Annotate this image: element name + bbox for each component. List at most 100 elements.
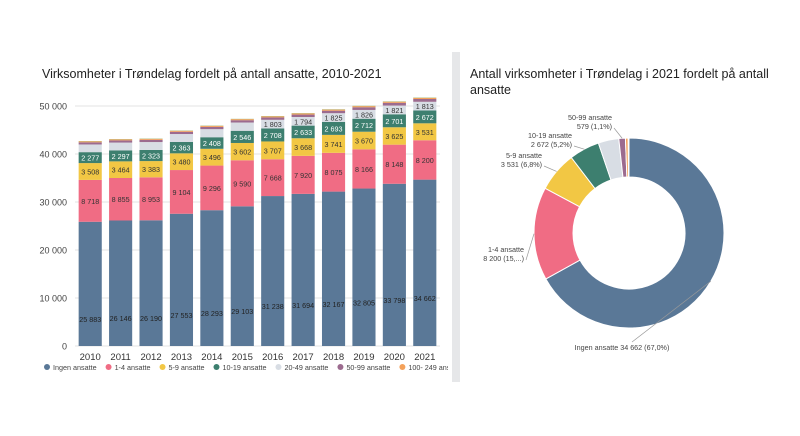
bar-segment[interactable] xyxy=(321,121,346,135)
bar-segment[interactable] xyxy=(200,126,224,130)
bar-segment[interactable] xyxy=(169,130,194,132)
bar-segment[interactable] xyxy=(321,191,346,346)
bar-segment[interactable] xyxy=(78,163,102,180)
bar-segment[interactable] xyxy=(261,196,285,346)
bar-segment[interactable] xyxy=(321,110,346,114)
legend-label[interactable]: 1-4 ansatte xyxy=(115,363,151,372)
bar-segment[interactable] xyxy=(291,155,315,194)
legend-label[interactable]: 5-9 ansatte xyxy=(169,363,205,372)
bar-segment[interactable] xyxy=(352,131,376,150)
bar-segment[interactable] xyxy=(352,149,376,189)
bar-segment[interactable] xyxy=(261,119,285,129)
bar-data-label: 3 625 xyxy=(385,132,403,141)
bar-segment[interactable] xyxy=(291,193,315,346)
legend-marker xyxy=(337,364,344,370)
bar-segment[interactable] xyxy=(291,138,315,156)
bar-segment[interactable] xyxy=(230,160,254,207)
bar-segment[interactable] xyxy=(78,221,102,346)
bar-segment[interactable] xyxy=(261,141,285,160)
bar-data-label: 2 701 xyxy=(385,117,403,126)
bar-segment[interactable] xyxy=(291,113,315,115)
bar-segment[interactable] xyxy=(169,170,194,214)
bar-segment[interactable] xyxy=(78,141,102,143)
bar-segment[interactable] xyxy=(321,113,346,122)
bar-segment[interactable] xyxy=(261,159,285,197)
legend-marker xyxy=(159,364,166,370)
bar-segment[interactable] xyxy=(139,149,163,162)
bar-chart: 0 10 000 20 000 30 000 40 000 50 000 25 883 8 7… xyxy=(39,97,526,372)
bar-segment[interactable] xyxy=(109,161,133,178)
bar-segment[interactable] xyxy=(230,142,254,161)
bar-segment[interactable] xyxy=(200,125,224,127)
bar-segment[interactable] xyxy=(291,114,315,117)
bar-segment[interactable] xyxy=(200,210,224,346)
bar-segment[interactable] xyxy=(230,119,254,121)
bar-segment[interactable] xyxy=(352,188,376,346)
bar-segment[interactable] xyxy=(291,125,315,139)
bar-segment[interactable] xyxy=(200,148,224,166)
legend-label[interactable]: 20-49 ansatte xyxy=(284,363,328,372)
bar-segment[interactable] xyxy=(78,179,102,222)
bar-segment[interactable] xyxy=(139,161,163,178)
bar-segment[interactable] xyxy=(321,152,346,192)
bar-segment[interactable] xyxy=(78,142,102,145)
bar-segment[interactable] xyxy=(413,101,437,111)
bar-segment[interactable] xyxy=(261,117,285,120)
bar-segment[interactable] xyxy=(200,129,224,138)
legend-label[interactable]: 50-99 ansatte xyxy=(346,363,390,372)
bar-segment[interactable] xyxy=(169,131,194,135)
bar-segment[interactable] xyxy=(230,130,254,143)
bar-segment[interactable] xyxy=(413,110,437,124)
bar-segment[interactable] xyxy=(352,107,376,110)
x-tick-label: 2012 xyxy=(140,352,161,363)
bar-segment[interactable] xyxy=(413,179,437,346)
bar-segment[interactable] xyxy=(291,116,315,126)
bar-segment[interactable] xyxy=(382,105,406,115)
bar-segment[interactable] xyxy=(382,102,406,106)
bar-segment[interactable] xyxy=(321,134,346,153)
bar-segment[interactable] xyxy=(413,99,437,102)
bar-segment[interactable] xyxy=(169,213,194,346)
bar-segment[interactable] xyxy=(169,134,194,142)
bar-segment[interactable] xyxy=(109,139,133,141)
bar-segment[interactable] xyxy=(169,142,194,154)
bar-segment[interactable] xyxy=(169,153,194,171)
slice-label: 579 (1,1%) xyxy=(577,122,612,131)
bar-segment[interactable] xyxy=(78,152,102,164)
bar-segment[interactable] xyxy=(200,165,224,211)
bar-segment[interactable] xyxy=(382,114,406,128)
donut-slice[interactable] xyxy=(627,137,630,178)
bar-segment[interactable] xyxy=(109,140,133,143)
bar-segment[interactable] xyxy=(139,142,163,150)
bar-segment[interactable] xyxy=(109,142,133,151)
bar-segment[interactable] xyxy=(109,177,133,221)
donut-slice[interactable] xyxy=(545,137,725,329)
bar-segment[interactable] xyxy=(382,101,406,103)
bar-segment[interactable] xyxy=(352,118,376,132)
legend-label[interactable]: Ingen ansatte xyxy=(53,363,97,372)
bar-segment[interactable] xyxy=(382,183,406,346)
bar-segment[interactable] xyxy=(352,109,376,119)
bar-segment[interactable] xyxy=(413,123,437,141)
bar-segment[interactable] xyxy=(78,144,102,153)
bar-segment[interactable] xyxy=(109,220,133,346)
bar-segment[interactable] xyxy=(261,116,285,118)
bar-segment[interactable] xyxy=(261,128,285,142)
bar-segment[interactable] xyxy=(109,150,133,162)
bar-segment[interactable] xyxy=(413,97,437,100)
bar-segment[interactable] xyxy=(321,109,346,111)
bar-segment[interactable] xyxy=(382,127,406,145)
bar-segment[interactable] xyxy=(200,137,224,149)
bar-segment[interactable] xyxy=(230,122,254,131)
bar-segment[interactable] xyxy=(139,220,163,346)
bar-segment[interactable] xyxy=(139,138,163,140)
bar-segment[interactable] xyxy=(413,140,437,180)
bar-segment[interactable] xyxy=(139,139,163,143)
legend-label[interactable]: 100- 249 ansatte xyxy=(408,363,462,372)
bar-segment[interactable] xyxy=(139,177,163,221)
bar-segment[interactable] xyxy=(230,120,254,123)
bar-segment[interactable] xyxy=(230,206,254,346)
legend-label[interactable]: 10-19 ansatte xyxy=(223,363,267,372)
bar-segment[interactable] xyxy=(352,106,376,108)
bar-segment[interactable] xyxy=(382,144,406,184)
